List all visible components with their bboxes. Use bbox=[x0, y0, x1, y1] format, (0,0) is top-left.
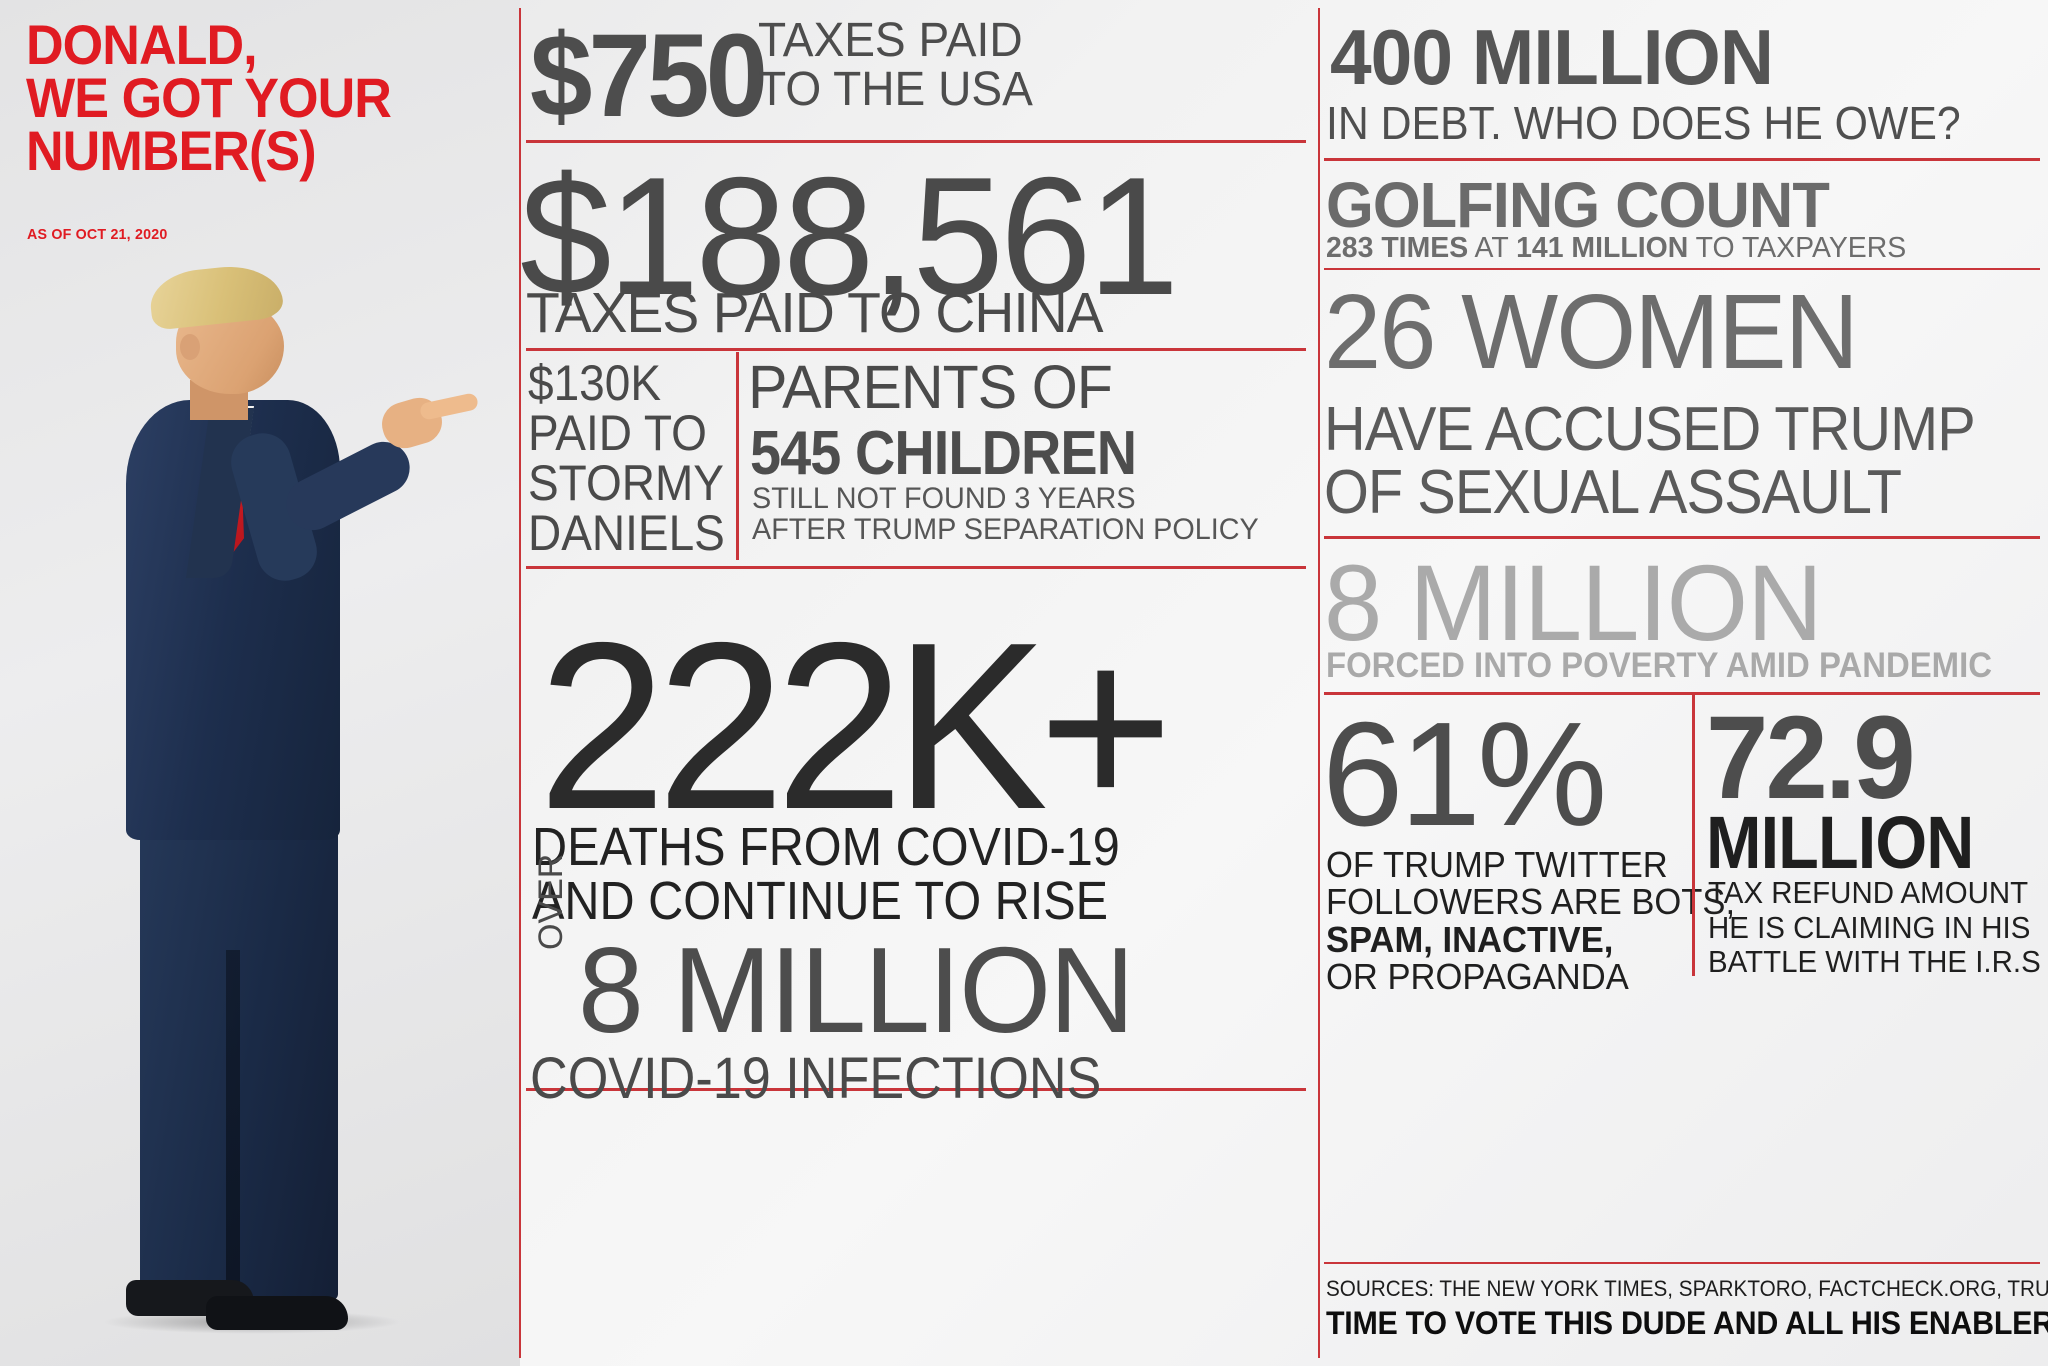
children-subtext: STILL NOT FOUND 3 YEARS AFTER TRUMP SEPA… bbox=[752, 482, 1259, 546]
children-subtext-line1: STILL NOT FOUND 3 YEARS bbox=[752, 482, 1136, 515]
figure-ear bbox=[180, 334, 200, 360]
rule-under-taxes-usa bbox=[526, 140, 1306, 143]
figure-shoe-right bbox=[206, 1296, 348, 1330]
right-column: 400 MILLION IN DEBT. WHO DOES HE OWE? GO… bbox=[1320, 0, 2048, 1366]
headline-line-1: DONALD, bbox=[26, 13, 258, 76]
poverty-subtext: FORCED INTO POVERTY AMID PANDEMIC bbox=[1326, 646, 1992, 685]
tax-refund-line2: HE IS CLAIMING IN HIS bbox=[1708, 909, 2031, 945]
rule-under-poverty bbox=[1324, 692, 2040, 695]
covid-infections-count: 8 MILLION bbox=[578, 922, 1135, 1058]
figure-leg-gap bbox=[226, 950, 240, 1300]
covid-infections-subtext: COVID-19 INFECTIONS bbox=[530, 1046, 1102, 1111]
accusers-subtext: HAVE ACCUSED TRUMP OF SEXUAL ASSAULT bbox=[1324, 395, 1976, 528]
taxes-usa-label: TAXES PAID TO THE USA bbox=[758, 16, 1033, 115]
headline-line-2: WE GOT YOUR bbox=[26, 66, 392, 130]
covid-deaths-subtext-line1: DEATHS FROM COVID-19 bbox=[532, 817, 1120, 877]
debt-subtext: IN DEBT. WHO DOES HE OWE? bbox=[1326, 97, 1961, 149]
tax-refund-number: 72.9 bbox=[1706, 692, 1916, 824]
accusers-subtext-line2: OF SEXUAL ASSAULT bbox=[1324, 458, 1902, 528]
debt-amount: 400 MILLION bbox=[1330, 13, 1774, 101]
golfing-times: 283 TIMES bbox=[1326, 232, 1469, 264]
covid-deaths-subtext: DEATHS FROM COVID-19 AND CONTINUE TO RIS… bbox=[532, 820, 1120, 928]
accusers-count: 26 WOMEN bbox=[1324, 273, 1859, 391]
as-of-date: AS OF OCT 21, 2020 bbox=[27, 226, 168, 243]
twitter-bots-line2: FOLLOWERS ARE BOTS, bbox=[1326, 881, 1736, 923]
rule-under-accusers bbox=[1324, 536, 2040, 539]
twitter-bots-subtext: OF TRUMP TWITTER FOLLOWERS ARE BOTS, SPA… bbox=[1326, 846, 1735, 996]
stormy-amount: $130K bbox=[528, 355, 662, 411]
stormy-block: $130K PAID TO STORMY DANIELS bbox=[528, 358, 725, 558]
rule-under-covid-deaths bbox=[526, 1088, 1306, 1091]
children-subtext-line2: AFTER TRUMP SEPARATION POLICY bbox=[752, 512, 1259, 546]
figure-pointing-finger bbox=[418, 392, 480, 421]
twitter-bots-percent: 61% bbox=[1322, 692, 1607, 857]
children-headline: PARENTS OF bbox=[748, 353, 1113, 421]
rule-under-taxes-china bbox=[526, 348, 1306, 351]
twitter-bots-line1: OF TRUMP TWITTER bbox=[1326, 844, 1668, 885]
middle-column: $750 TAXES PAID TO THE USA $188,561 TAXE… bbox=[520, 0, 1320, 1366]
rule-under-children bbox=[526, 566, 1306, 569]
sources-line: SOURCES: THE NEW YORK TIMES, SPARKTORO, … bbox=[1326, 1276, 2048, 1301]
golfing-connector: AT bbox=[1474, 232, 1509, 264]
taxes-china-label: TAXES PAID TO CHINA bbox=[526, 281, 1104, 345]
taxes-usa-amount: $750 bbox=[530, 10, 768, 142]
taxes-china-amount: $188,561 bbox=[520, 142, 1179, 330]
children-count: 545 CHILDREN bbox=[750, 419, 1137, 488]
golfing-title: GOLFING COUNT bbox=[1326, 169, 1830, 241]
accusers-subtext-line1: HAVE ACCUSED TRUMP bbox=[1324, 395, 1976, 464]
trump-figure-image bbox=[30, 250, 500, 1360]
rule-under-golfing bbox=[1324, 268, 2040, 270]
taxes-usa-label-line1: TAXES PAID bbox=[758, 14, 1023, 67]
tax-refund-line3: BATTLE WITH THE I.R.S bbox=[1708, 944, 2041, 980]
tax-refund-subtext: TAX REFUND AMOUNT HE IS CLAIMING IN HIS … bbox=[1708, 875, 2041, 980]
rule-above-sources bbox=[1324, 1262, 2040, 1264]
taxes-usa-label-line2: TO THE USA bbox=[758, 63, 1033, 117]
golfing-suffix: TO TAXPAYERS bbox=[1695, 232, 1907, 264]
golfing-detail: 283 TIMES AT 141 MILLION TO TAXPAYERS bbox=[1326, 232, 1906, 265]
covid-infections-prefix: OVER bbox=[532, 853, 570, 950]
divider-middle-right bbox=[1318, 8, 1320, 1358]
left-column: DONALD, WE GOT YOUR NUMBER(S) AS OF OCT … bbox=[0, 0, 520, 1366]
poverty-count: 8 MILLION bbox=[1324, 542, 1823, 663]
divider-left-middle bbox=[519, 8, 521, 1358]
twitter-bots-line4: OR PROPAGANDA bbox=[1326, 956, 1629, 998]
tax-refund-line1: TAX REFUND AMOUNT bbox=[1708, 875, 2029, 910]
golfing-cost: 141 MILLION bbox=[1516, 232, 1689, 264]
stormy-line1: PAID TO bbox=[528, 405, 707, 461]
covid-deaths-count: 222K+ bbox=[538, 594, 1173, 859]
stormy-line2: STORMY bbox=[528, 455, 724, 511]
rule-under-debt bbox=[1324, 158, 2040, 161]
call-to-action: TIME TO VOTE THIS DUDE AND ALL HIS ENABL… bbox=[1326, 1305, 2048, 1341]
divider-stormy-children bbox=[736, 352, 739, 560]
tax-refund-unit: MILLION bbox=[1706, 801, 1974, 884]
stormy-line3: DANIELS bbox=[528, 505, 725, 561]
headline-line-3: NUMBER(S) bbox=[26, 119, 317, 183]
twitter-bots-line3: SPAM, INACTIVE, bbox=[1326, 918, 1614, 960]
page-title: DONALD, WE GOT YOUR NUMBER(S) bbox=[26, 13, 463, 183]
covid-deaths-subtext-line2: AND CONTINUE TO RISE bbox=[532, 871, 1109, 931]
divider-twitter-refund bbox=[1692, 694, 1695, 976]
